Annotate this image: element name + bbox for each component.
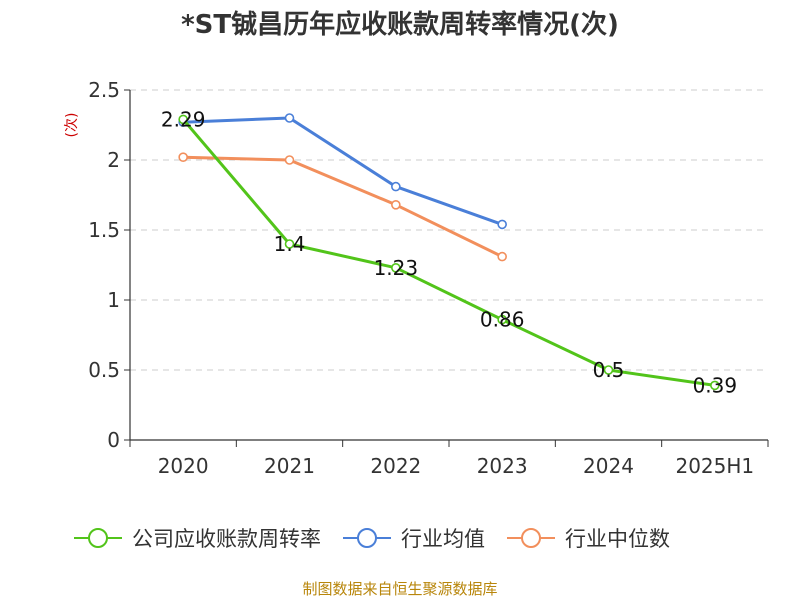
data-label: 0.5 (593, 358, 625, 382)
data-point (284, 113, 295, 123)
x-tick-label: 2025H1 (675, 454, 754, 478)
legend-label: 行业均值 (401, 527, 485, 551)
data-point (178, 152, 188, 162)
x-tick-label: 2021 (264, 454, 315, 478)
data-label: 2.29 (161, 107, 206, 131)
x-tick-label: 2024 (583, 454, 634, 478)
data-point (497, 314, 507, 325)
legend: 公司应收账款周转率 行业均值 行业中位数 (74, 527, 670, 551)
x-tick-label: 2022 (370, 454, 421, 478)
y-tick-label: 2.5 (88, 78, 120, 102)
x-tick-label: 2020 (158, 454, 209, 478)
data-point (391, 262, 401, 273)
legend-marker (521, 528, 541, 548)
data-point (284, 155, 295, 165)
data-point (391, 181, 401, 192)
data-point (497, 251, 507, 262)
axes: 0 0.5 1 1.5 2 2.5 2020 2021 2022 2023 2024 2025H1 (次… (64, 78, 769, 478)
legend-marker (357, 528, 377, 548)
series-line (182, 118, 716, 387)
legend-marker (88, 528, 108, 548)
legend-label: 行业中位数 (565, 527, 670, 551)
y-tick-label: 1.5 (88, 218, 120, 242)
series-line (183, 155, 503, 258)
data-point (391, 200, 401, 210)
data-label: 1.23 (374, 256, 419, 280)
y-tick-label: 0.5 (88, 358, 120, 382)
data-labels: 2.29 1.4 1.23 0.86 0.5 0.39 (161, 107, 737, 397)
y-tick-label: 2 (107, 148, 120, 172)
y-axis-label: (次) (64, 113, 80, 138)
y-tick-label: 0 (107, 428, 120, 452)
data-point (284, 239, 295, 249)
legend-label: 公司应收账款周转率 (132, 527, 321, 551)
chart-title: *ST铖昌历年应收账款周转率情况(次) (181, 10, 619, 40)
series-lines (178, 113, 720, 391)
source-note: 制图数据来自恒生聚源数据库 (302, 580, 498, 598)
x-tick-label: 2023 (477, 454, 528, 478)
data-point (710, 380, 720, 391)
series-line (183, 116, 503, 226)
data-point (497, 219, 507, 230)
data-point (178, 114, 188, 125)
data-point (603, 365, 614, 375)
data-label: 0.86 (480, 308, 525, 332)
data-label: 0.39 (693, 373, 738, 397)
y-tick-label: 1 (107, 288, 120, 312)
data-label: 1.4 (274, 232, 306, 256)
